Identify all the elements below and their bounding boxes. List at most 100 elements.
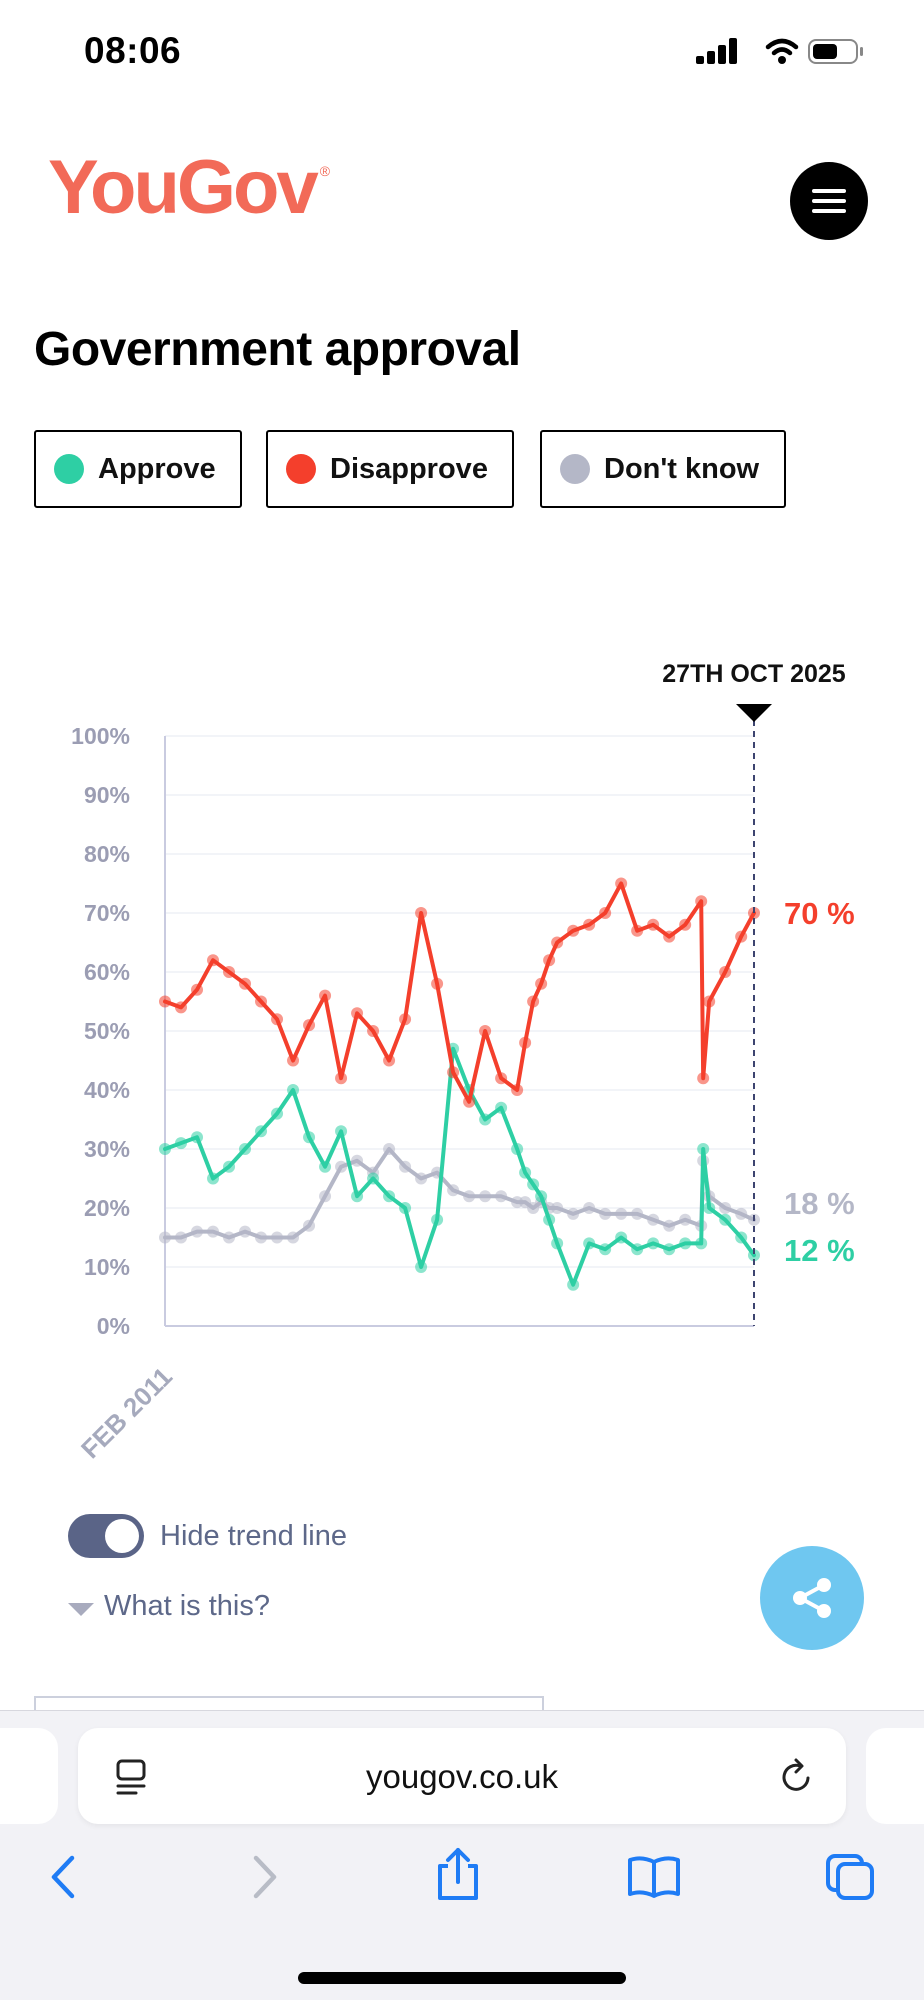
data-point-approve <box>567 1278 580 1291</box>
series-disapprove <box>159 877 760 1108</box>
toggle-switch[interactable] <box>68 1514 144 1558</box>
data-point-don-t-know <box>551 1202 564 1214</box>
hamburger-menu-icon <box>812 189 846 213</box>
data-point-don-t-know <box>719 1202 732 1214</box>
data-point-don-t-know <box>207 1225 220 1238</box>
forward-icon[interactable] <box>244 1852 284 1902</box>
data-point-approve <box>239 1143 252 1155</box>
what-is-this-link[interactable]: What is this? <box>68 1590 270 1623</box>
data-point-don-t-know <box>647 1213 660 1226</box>
data-point-approve <box>159 1143 171 1155</box>
approve-dot-icon <box>54 454 84 484</box>
data-point-don-t-know <box>287 1231 300 1244</box>
data-point-disapprove <box>647 918 660 931</box>
data-point-approve <box>351 1190 364 1203</box>
y-tick-label: 80% <box>84 841 130 867</box>
data-point-disapprove <box>535 977 548 990</box>
data-point-disapprove <box>431 977 444 990</box>
data-point-approve <box>735 1231 748 1244</box>
data-point-don-t-know <box>223 1231 236 1244</box>
data-point-disapprove <box>719 966 732 978</box>
y-tick-label: 90% <box>84 782 130 808</box>
data-point-disapprove <box>567 924 580 937</box>
status-icons <box>696 36 866 71</box>
legend-approve-button[interactable]: Approve <box>34 430 242 508</box>
y-axis-ticks: 100% 90% 80% 70% 60% 50% 40% 30% 20% 10% 0% <box>71 723 130 1339</box>
tabs-icon[interactable] <box>824 1852 876 1902</box>
data-point-approve <box>255 1125 268 1138</box>
data-point-disapprove <box>303 1019 316 1032</box>
data-point-approve <box>383 1190 396 1203</box>
data-point-approve <box>519 1166 532 1179</box>
share-icon <box>793 1578 831 1618</box>
end-labels: 70 % 12 % 18 % <box>784 896 855 1268</box>
y-tick-label: 100% <box>71 723 130 749</box>
data-point-don-t-know <box>335 1160 348 1173</box>
menu-button[interactable] <box>790 162 868 240</box>
data-point-approve <box>695 1237 708 1250</box>
share-sheet-icon[interactable] <box>434 1846 482 1902</box>
address-bar[interactable]: yougov.co.uk <box>78 1728 846 1824</box>
data-point-don-t-know <box>191 1225 204 1238</box>
data-point-don-t-know <box>399 1160 412 1173</box>
data-point-disapprove <box>175 1001 188 1014</box>
data-point-approve <box>399 1202 412 1214</box>
data-point-don-t-know <box>239 1225 252 1238</box>
data-point-disapprove <box>695 895 708 908</box>
data-point-disapprove <box>191 983 204 996</box>
data-point-disapprove <box>319 989 332 1002</box>
data-point-don-t-know <box>679 1213 692 1226</box>
legend-disapprove-button[interactable]: Disapprove <box>266 430 514 508</box>
data-point-don-t-know <box>351 1154 364 1167</box>
yougov-logo[interactable]: YouGov ® <box>48 145 331 230</box>
back-icon[interactable] <box>44 1852 84 1902</box>
data-point-disapprove <box>479 1025 492 1037</box>
hide-trend-line-toggle[interactable]: Hide trend line <box>68 1514 347 1558</box>
data-point-disapprove <box>551 936 564 949</box>
data-point-don-t-know <box>663 1219 676 1232</box>
data-point-don-t-know <box>255 1231 268 1244</box>
previous-tab[interactable] <box>0 1728 58 1824</box>
data-point-don-t-know <box>583 1202 596 1214</box>
wifi-icon <box>765 38 799 64</box>
data-point-disapprove <box>583 918 596 931</box>
data-point-disapprove <box>159 995 171 1008</box>
status-time: 08:06 <box>84 30 182 71</box>
data-point-don-t-know <box>735 1207 748 1220</box>
data-point-disapprove <box>367 1025 380 1037</box>
data-point-disapprove <box>527 995 540 1008</box>
share-button[interactable] <box>760 1546 864 1650</box>
data-point-approve <box>697 1143 710 1155</box>
data-point-disapprove <box>703 995 716 1008</box>
legend-dont-know-button[interactable]: Don't know <box>540 430 786 508</box>
dont-know-dot-icon <box>560 454 590 484</box>
data-point-approve <box>703 1202 716 1214</box>
y-tick-label: 20% <box>84 1195 130 1221</box>
series-layer <box>159 877 760 1291</box>
end-label-don-t-know: 18 % <box>784 1186 855 1221</box>
data-point-disapprove <box>495 1072 508 1085</box>
data-point-approve <box>719 1213 732 1226</box>
reload-icon[interactable] <box>778 1756 816 1796</box>
data-point-approve <box>335 1125 348 1138</box>
y-tick-label: 30% <box>84 1136 130 1162</box>
data-point-approve <box>175 1137 188 1150</box>
page-menu-icon[interactable] <box>114 1758 150 1796</box>
next-tab[interactable] <box>866 1728 924 1824</box>
data-point-approve <box>543 1213 556 1226</box>
data-point-disapprove <box>463 1095 476 1108</box>
data-point-approve <box>479 1113 492 1126</box>
bookmarks-icon[interactable] <box>626 1854 682 1900</box>
date-marker-triangle-icon <box>736 704 772 722</box>
approval-chart[interactable]: 100% 90% 80% 70% 60% 50% 40% 30% 20% 10% 0% 27TH O… <box>0 640 924 1470</box>
data-point-approve <box>748 1249 760 1262</box>
data-point-disapprove <box>615 877 628 890</box>
data-point-approve <box>615 1231 628 1244</box>
data-point-disapprove <box>335 1072 348 1085</box>
legend-label: Disapprove <box>330 452 488 485</box>
url-text: yougov.co.uk <box>365 1758 558 1795</box>
home-indicator <box>298 1972 626 1984</box>
y-tick-label: 60% <box>84 959 130 985</box>
data-point-disapprove <box>511 1084 524 1096</box>
